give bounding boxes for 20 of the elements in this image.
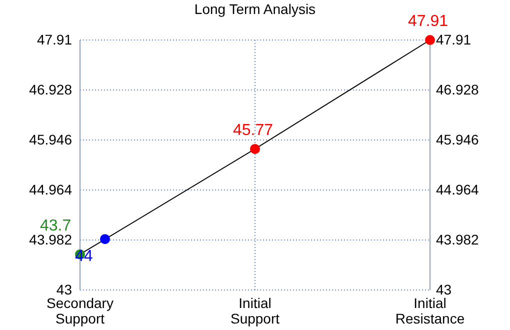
data-label: 45.77: [233, 122, 274, 139]
x-tick-label: Secondary Support: [46, 294, 114, 326]
y2-tick-label: 47.91: [436, 31, 472, 48]
point: [425, 35, 435, 45]
y-tick-label: 46.928: [29, 81, 72, 98]
chart-title: Long Term Analysis: [194, 1, 316, 17]
x-tick-label: Initial Support: [230, 294, 280, 326]
y2-tick-label: 43: [436, 281, 452, 298]
data-label: 47.91: [408, 13, 448, 30]
y-tick-label: 44.964: [29, 181, 72, 198]
y2-tick-label: 46.928: [436, 81, 480, 98]
point: [250, 144, 260, 154]
y2-tick-label: 43.982: [436, 231, 480, 248]
y-tick-label: 47.91: [36, 31, 72, 48]
x-tick-label: Initial Resistance: [395, 294, 465, 326]
y-tick-label: 45.946: [29, 131, 72, 148]
y2-tick-label: 45.946: [436, 131, 480, 148]
y-tick-label: 43: [56, 281, 72, 298]
y2-tick-label: 44.964: [436, 181, 480, 198]
data-label: 44: [75, 248, 93, 266]
